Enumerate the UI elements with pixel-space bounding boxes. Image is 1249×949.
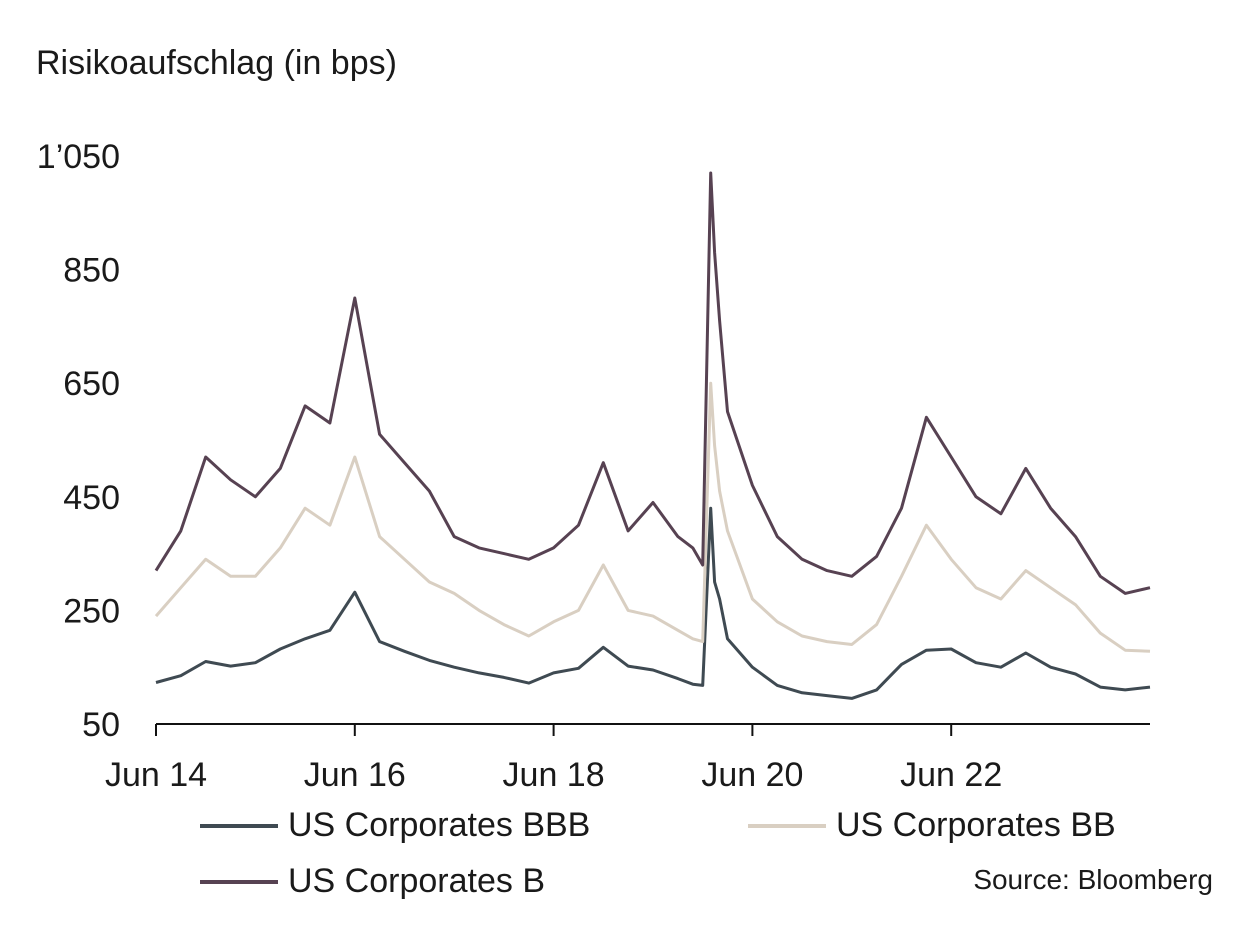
y-tick-label: 50 <box>82 706 120 744</box>
x-tick-label: Jun 20 <box>701 756 803 794</box>
y-axis-title: Risikoaufschlag (in bps) <box>36 44 397 82</box>
y-tick-label: 850 <box>63 252 120 290</box>
y-tick-label: 250 <box>63 592 120 630</box>
series-line-bbb <box>155 506 1151 700</box>
y-tick-label: 450 <box>63 479 120 517</box>
x-tick-label: Jun 14 <box>105 756 207 794</box>
legend-label-bb: US Corporates BB <box>836 806 1116 844</box>
legend-label-bbb: US Corporates BBB <box>288 806 591 844</box>
legend-item-bb: US Corporates BB <box>748 806 1116 845</box>
legend-item-b: US Corporates B <box>200 862 545 901</box>
legend-item-bbb: US Corporates BBB <box>200 806 590 845</box>
legend-label-b: US Corporates B <box>288 862 545 900</box>
x-tick-label: Jun 18 <box>503 756 605 794</box>
x-tick-label: Jun 16 <box>304 756 406 794</box>
legend-swatch-b <box>200 879 278 884</box>
series-line-b <box>154 171 1151 595</box>
y-tick-label: 1’050 <box>37 138 120 176</box>
source-note: Source: Bloomberg <box>973 864 1213 895</box>
legend-swatch-bb <box>748 823 826 828</box>
legend-swatch-bbb <box>200 823 278 828</box>
series-line-bb <box>154 381 1151 653</box>
y-tick-label: 650 <box>63 365 120 403</box>
x-tick-label: Jun 22 <box>900 756 1002 794</box>
